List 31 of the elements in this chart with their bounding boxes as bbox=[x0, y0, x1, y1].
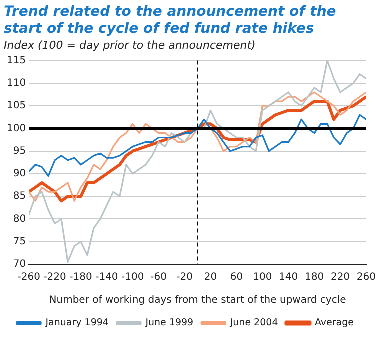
x-tick-label: -220 bbox=[44, 272, 66, 284]
x-axis-title: Number of working days from the start of the upward cycle bbox=[49, 295, 346, 306]
x-tick-label: 180 bbox=[305, 272, 324, 284]
legend-label: January 1994 bbox=[44, 318, 109, 329]
chart-subtitle: Index (100 = day prior to the announcement) bbox=[4, 39, 256, 52]
y-tick-label: 85 bbox=[13, 191, 26, 202]
y-tick-label: 75 bbox=[13, 236, 26, 248]
legend-label: Average bbox=[314, 318, 354, 329]
y-tick-label: 115 bbox=[6, 55, 26, 66]
y-tick-label: 80 bbox=[13, 214, 26, 225]
x-tick-label: 60 bbox=[230, 272, 244, 284]
y-tick-label: 105 bbox=[6, 100, 26, 112]
y-tick-label: 110 bbox=[6, 78, 26, 90]
y-tick-label: 90 bbox=[13, 168, 26, 180]
legend-label: June 2004 bbox=[229, 318, 278, 329]
x-tick-label: -20 bbox=[176, 272, 193, 284]
legend-label: June 1999 bbox=[144, 318, 194, 329]
x-tick-label: -60 bbox=[150, 272, 168, 284]
x-tick-label: -180 bbox=[70, 272, 92, 284]
x-tick-label: 140 bbox=[279, 272, 298, 284]
y-tick-label: 95 bbox=[13, 146, 26, 157]
y-tick-label: 100 bbox=[6, 123, 26, 134]
x-tick-label: 220 bbox=[330, 272, 350, 284]
x-tick-label: -260 bbox=[18, 272, 40, 284]
x-tick-label: 100 bbox=[253, 272, 272, 284]
chart-title: Trend related to the announcement of the start of the cycle of fed fund rate hikes bbox=[4, 4, 336, 37]
x-tick-label: 260 bbox=[356, 272, 376, 284]
x-tick-label: 20 bbox=[204, 272, 218, 284]
x-tick-label: -100 bbox=[122, 272, 144, 284]
y-tick-label: 70 bbox=[13, 259, 26, 270]
x-tick-label: -140 bbox=[96, 272, 118, 284]
